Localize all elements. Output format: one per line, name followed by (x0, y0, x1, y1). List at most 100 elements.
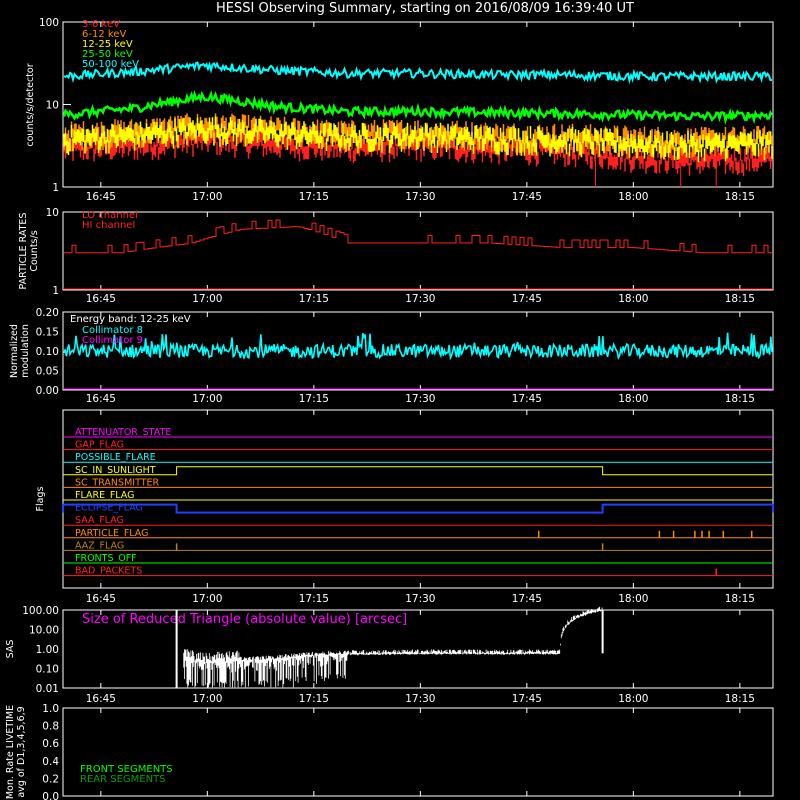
flag-label-gap_flag: GAP_FLAG (75, 440, 124, 451)
countrate-legend-2: 12-25 keV (82, 39, 133, 50)
time-tick-label-1745-p2: 17:45 (512, 393, 542, 405)
sas-ytick-1.00: 1.00 (36, 644, 59, 656)
chart-title: HESSI Observing Summary, starting on 201… (216, 1, 634, 16)
time-tick-label-1645-p3: 16:45 (86, 593, 116, 605)
sas-ylabel: SAS (5, 640, 16, 659)
time-tick-label-1815-p2: 18:15 (725, 393, 755, 405)
particle-lo-channel-line (64, 219, 772, 254)
modulation-ytick-0.20: 0.20 (36, 307, 59, 319)
time-tick-label-1700-p3: 17:00 (192, 593, 222, 605)
time-tick-label-1800-p4: 18:00 (618, 693, 648, 705)
time-tick-label-1730-p2: 17:30 (405, 393, 435, 405)
sas-series (183, 606, 603, 688)
time-tick-label-1800-p0: 18:00 (618, 191, 648, 203)
time-tick-label-1815-p3: 18:15 (725, 593, 755, 605)
flag-label-eclipse_flag: ECLIPSE_FLAG (75, 503, 143, 514)
time-tick-label-1715-p3: 17:15 (299, 593, 329, 605)
sas-ytick-100.00: 100.00 (22, 605, 59, 617)
livetime-ytick-0.2: 0.2 (42, 773, 59, 785)
flag-label-particle_flag: PARTICLE_FLAG (75, 528, 148, 539)
time-tick-label-1715-p4: 17:15 (299, 693, 329, 705)
modulation-collimator8-line (63, 332, 773, 361)
countrate-legend-3: 25-50 keV (82, 49, 133, 60)
flag-label-saa_flag: SAA_FLAG (75, 515, 124, 526)
flag-line-sc_in_sunlight (63, 466, 773, 476)
sas-panel-frame (62, 609, 774, 689)
time-tick-label-1815-p0: 18:15 (725, 191, 755, 203)
time-tick-label-1745-p0: 17:45 (512, 191, 542, 203)
time-tick-label-1645-p0: 16:45 (86, 191, 116, 203)
time-tick-label-1730-p3: 17:30 (405, 593, 435, 605)
sas-annotation: Size of Reduced Triangle (absolute value… (82, 612, 407, 627)
time-tick-label-1715-p2: 17:15 (299, 393, 329, 405)
flag-line-eclipse_flag (62, 503, 774, 514)
modulation-ylabel-2: modulation (20, 324, 31, 378)
countrate-series-25-50keV (62, 89, 774, 125)
livetime-ytick-1.0: 1.0 (42, 703, 59, 715)
modulation-legend-1: Collimator 9 (82, 335, 143, 346)
countrate-series-50-100keV (63, 61, 773, 85)
time-tick-label-1745-p4: 17:45 (512, 693, 542, 705)
countrate-ytick-10: 10 (46, 100, 59, 112)
time-tick-label-1700-p1: 17:00 (192, 293, 222, 305)
sas-ytick-10.00: 10.00 (29, 625, 59, 637)
modulation-ytick-0.00: 0.00 (36, 385, 59, 397)
particle-ylabel-2: Counts/s (29, 230, 40, 271)
energy-band-label: Energy band: 12-25 keV (70, 314, 191, 325)
flag-label-sc_transmitter: SC_TRANSMITTER (75, 477, 160, 488)
countrate-legend-1: 6-12 keV (82, 29, 126, 40)
countrate-legend-4: 50-100 keV (82, 59, 139, 70)
time-tick-label-1800-p3: 18:00 (618, 593, 648, 605)
livetime-ylabel-1: Mon. Rate LIVETIME (5, 705, 16, 799)
livetime-legend-0: FRONT SEGMENTS (80, 764, 173, 775)
time-tick-label-1700-p0: 17:00 (192, 191, 222, 203)
modulation-ylabel-1: Normalized (9, 324, 20, 378)
particle-panel-frame (62, 211, 774, 291)
countrate-series-12-25keV (63, 116, 773, 163)
livetime-panel-frame (62, 707, 774, 797)
livetime-ytick-0.8: 0.8 (42, 721, 59, 733)
modulation-panel-frame (62, 311, 774, 391)
flag-label-aaz_flag: AAZ_FLAG (75, 540, 124, 551)
flag-label-fronts_off: FRONTS_OFF (75, 553, 137, 564)
time-tick-label-1800-p2: 18:00 (618, 393, 648, 405)
countrate-ytick-1: 1 (52, 182, 59, 194)
time-tick-label-1730-p1: 17:30 (405, 293, 435, 305)
particle-ytick-1: 1 (52, 285, 59, 297)
time-tick-label-1815-p1: 18:15 (725, 293, 755, 305)
flag-label-bad_packets: BAD_PACKETS (75, 566, 142, 577)
particle-ytick-10: 10 (46, 207, 59, 219)
countrate-legend-0: 3-6 keV (82, 19, 120, 30)
time-tick-label-1730-p0: 17:30 (405, 191, 435, 203)
time-tick-label-1645-p2: 16:45 (86, 393, 116, 405)
time-tick-label-1730-p4: 17:30 (405, 693, 435, 705)
livetime-ytick-0.4: 0.4 (42, 756, 59, 768)
particle-legend-0: LO channel (82, 210, 138, 221)
time-tick-label-1800-p1: 18:00 (618, 293, 648, 305)
time-tick-label-1715-p1: 17:15 (299, 293, 329, 305)
sas-ytick-0.10: 0.10 (36, 664, 59, 676)
countrate-ytick-100: 100 (39, 17, 59, 29)
time-tick-label-1745-p3: 17:45 (512, 593, 542, 605)
time-tick-label-1645-p4: 16:45 (86, 693, 116, 705)
time-tick-label-1815-p4: 18:15 (725, 693, 755, 705)
time-tick-label-1645-p1: 16:45 (86, 293, 116, 305)
sas-ytick-0.01: 0.01 (36, 683, 59, 695)
livetime-ylabel-2: avg of D1,3,4,5,6,9 (16, 706, 27, 797)
livetime-ytick-0.0: 0.0 (42, 791, 59, 800)
modulation-ytick-0.15: 0.15 (36, 327, 59, 339)
particle-ylabel-1: PARTICLE RATES (18, 213, 29, 290)
flag-label-attenuator_state: ATTENUATOR_STATE (75, 427, 171, 438)
flags-ylabel: Flags (35, 486, 46, 511)
time-tick-label-1745-p1: 17:45 (512, 293, 542, 305)
countrate-ylabel: counts/s/detector (25, 63, 36, 146)
time-tick-label-1700-p2: 17:00 (192, 393, 222, 405)
particle-legend-1: HI channel (82, 220, 135, 231)
livetime-legend-1: REAR SEGMENTS (80, 774, 166, 785)
flag-label-possible_flare: POSSIBLE_FLARE (75, 452, 156, 463)
modulation-ytick-0.10: 0.10 (36, 346, 59, 358)
time-tick-label-1700-p4: 17:00 (192, 693, 222, 705)
flag-label-sc_in_sunlight: SC_IN_SUNLIGHT (75, 465, 156, 476)
flag-label-flare_flag: FLARE_FLAG (75, 490, 135, 501)
